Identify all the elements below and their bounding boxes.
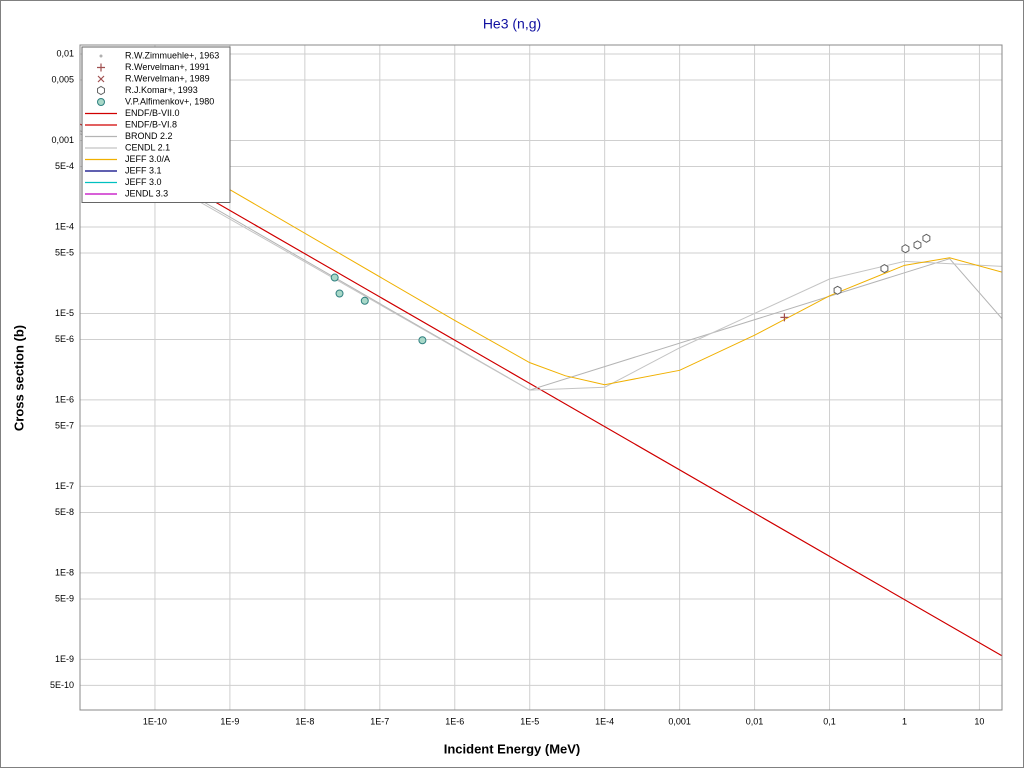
y-tick-label: 1E-6: [55, 394, 74, 404]
x-tick-label: 0,001: [668, 716, 691, 726]
y-tick-label: 1E-5: [55, 308, 74, 318]
y-tick-label: 5E-7: [55, 420, 74, 430]
legend-label: R.W.Zimmuehle+, 1963: [125, 50, 219, 60]
y-tick-label: 5E-4: [55, 161, 74, 171]
y-tick-label: 5E-10: [50, 680, 74, 690]
data-point: [97, 75, 105, 83]
y-tick-label: 0,01: [56, 48, 74, 58]
plot-area: [80, 123, 1002, 657]
legend-label: BROND 2.2: [125, 131, 173, 141]
x-tick-label: 1E-6: [445, 716, 464, 726]
data-point: [913, 240, 922, 250]
legend-label: V.P.Alfimenkov+, 1980: [125, 96, 214, 106]
x-tick-label: 0,01: [746, 716, 764, 726]
legend-label: R.Wervelman+, 1989: [125, 73, 210, 83]
data-point: [330, 273, 339, 282]
legend-label: ENDF/B-VI.8: [125, 119, 177, 129]
legend-label: JEFF 3.1: [125, 165, 162, 175]
y-tick-label: 1E-9: [55, 654, 74, 664]
data-point: [360, 296, 369, 305]
data-point: [99, 54, 103, 58]
x-tick-label: 1E-9: [220, 716, 239, 726]
legend-label: JENDL 3.3: [125, 188, 168, 198]
x-tick-label: 1E-8: [295, 716, 314, 726]
x-tick-label: 1E-7: [370, 716, 389, 726]
x-tick-label: 0,1: [823, 716, 836, 726]
series-line: [80, 130, 1002, 391]
y-tick-label: 5E-9: [55, 593, 74, 603]
legend-label: R.Wervelman+, 1991: [125, 62, 210, 72]
data-point: [97, 85, 105, 96]
legend-label: JEFF 3.0/A: [125, 154, 170, 164]
data-point: [97, 63, 105, 72]
series-line: [80, 133, 1002, 391]
y-tick-label: 5E-6: [55, 334, 74, 344]
y-tick-label: 0,005: [51, 74, 74, 84]
data-point: [97, 98, 105, 106]
x-tick-label: 1E-5: [520, 716, 539, 726]
grid: [80, 45, 1002, 710]
data-point: [335, 289, 344, 298]
x-tick-label: 1E-10: [143, 716, 167, 726]
legend-label: JEFF 3.0: [125, 177, 162, 187]
y-axis-label: Cross section (b): [11, 325, 26, 431]
series-line: [154, 146, 1002, 386]
y-tick-label: 1E-8: [55, 567, 74, 577]
data-point: [418, 336, 427, 345]
data-point: [833, 285, 842, 295]
plot-border: [79, 44, 1003, 711]
y-tick-label: 5E-8: [55, 507, 74, 517]
chart-title: He3 (n,g): [483, 16, 541, 32]
data-point: [880, 264, 889, 274]
y-tick-label: 0,001: [51, 135, 74, 145]
legend-label: CENDL 2.1: [125, 142, 170, 152]
data-point: [901, 244, 910, 254]
x-tick-label: 1E-4: [595, 716, 614, 726]
y-tick-label: 1E-7: [55, 481, 74, 491]
data-point: [780, 313, 789, 322]
x-tick-label: 10: [974, 716, 984, 726]
y-tick-label: 5E-5: [55, 247, 74, 257]
x-tick-label: 1: [902, 716, 907, 726]
x-axis-label: Incident Energy (MeV): [444, 741, 581, 756]
legend-label: R.J.Komar+, 1993: [125, 85, 198, 95]
data-point: [922, 233, 931, 243]
y-tick-label: 1E-4: [55, 221, 74, 231]
legend-label: ENDF/B-VII.0: [125, 108, 180, 118]
